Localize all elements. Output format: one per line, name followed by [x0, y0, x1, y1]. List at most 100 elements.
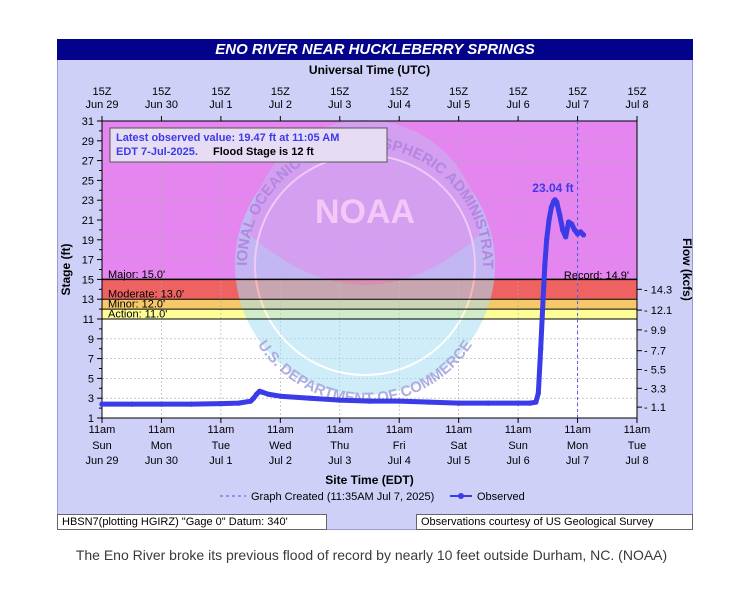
- threshold-label-minor: Minor: 12.0': [108, 299, 165, 311]
- annotation-line-1: Latest observed value: 19.47 ft at 11:05…: [116, 132, 339, 144]
- threshold-label-major: Major: 15.0': [108, 269, 165, 281]
- observations-credit-footer: Observations courtesy of US Geological S…: [416, 514, 693, 530]
- bottom-x-tick-weekday: Mon: [151, 440, 172, 452]
- bottom-x-tick-date: Jul 1: [209, 455, 232, 467]
- watermark-noaa-text: NOAA: [315, 193, 415, 231]
- y-tick-label: 25: [82, 175, 94, 187]
- observed-point: [527, 400, 533, 406]
- top-x-tick-date: Jun 30: [145, 99, 178, 111]
- top-x-tick-label: 15Z: [93, 86, 112, 98]
- y-tick-label: 1: [88, 413, 94, 425]
- top-x-tick-date: Jul 5: [447, 99, 470, 111]
- y2-axis-title: Flow (kcfs): [680, 238, 694, 301]
- y-tick-label: 7: [88, 354, 94, 366]
- top-x-tick-date: Jul 2: [269, 99, 292, 111]
- bottom-x-tick-weekday: Mon: [567, 440, 588, 452]
- y-tick-label: 27: [82, 156, 94, 168]
- observed-point: [396, 398, 402, 404]
- bottom-x-tick-label: 11am: [386, 424, 413, 436]
- y2-tick-label: - 9.9: [644, 325, 666, 337]
- y-tick-label: 17: [82, 255, 94, 267]
- bottom-x-tick-date: Jun 29: [85, 455, 118, 467]
- observed-point: [563, 234, 569, 240]
- threshold-label-moderate: Moderate: 13.0': [108, 289, 184, 301]
- image-caption: The Eno River broke its previous flood o…: [75, 547, 668, 563]
- bottom-x-tick-weekday: Sat: [450, 440, 467, 452]
- observed-point: [188, 401, 194, 407]
- annotation-box: [109, 127, 388, 163]
- bottom-x-tick-label: 11am: [208, 424, 235, 436]
- y-tick-label: 23: [82, 195, 94, 207]
- observed-point: [307, 395, 313, 401]
- observed-point: [426, 399, 432, 405]
- bottom-x-tick-label: 11am: [505, 424, 532, 436]
- observed-point: [158, 401, 165, 407]
- annotation-line-2a: EDT 7-Jul-2025.: [116, 146, 198, 158]
- legend-observed-marker: [458, 493, 464, 499]
- y2-tick-label: - 1.1: [644, 402, 666, 414]
- bottom-x-tick-date: Jul 4: [388, 455, 411, 467]
- chart-title: ENO RIVER NEAR HUCKLEBERRY SPRINGS: [57, 39, 693, 60]
- observed-point: [571, 227, 578, 233]
- annotation-line-2b: Flood Stage is 12 ft: [213, 146, 314, 158]
- legend: Graph Created (11:35AM Jul 7, 2025) Obser…: [220, 491, 525, 503]
- observed-point: [554, 199, 560, 205]
- top-x-tick-label: 15Z: [568, 86, 587, 98]
- observed-point: [366, 398, 373, 404]
- bottom-x-tick-date: Jul 3: [328, 455, 351, 467]
- bottom-x-tick-date: Jul 6: [506, 455, 529, 467]
- observed-point: [129, 401, 135, 407]
- top-x-tick-label: 15Z: [509, 86, 528, 98]
- top-x-tick-label: 15Z: [330, 86, 349, 98]
- observed-point: [236, 400, 242, 406]
- y2-tick-label: - 5.5: [644, 364, 666, 376]
- bottom-x-tick-weekday: Tue: [212, 440, 231, 452]
- observed-point: [265, 391, 272, 397]
- bottom-x-tick-weekday: Sun: [508, 440, 528, 452]
- top-x-tick-date: Jul 8: [625, 99, 648, 111]
- y-tick-label: 19: [82, 235, 94, 247]
- bottom-x-tick-weekday: Tue: [628, 440, 647, 452]
- y2-tick-label: - 14.3: [644, 284, 672, 296]
- bottom-x-tick-date: Jul 5: [447, 455, 470, 467]
- y-tick-label: 13: [82, 294, 94, 306]
- observed-point: [515, 400, 521, 406]
- y-axis-title: Stage (ft): [59, 244, 73, 296]
- observed-point: [99, 401, 105, 407]
- bottom-x-tick-weekday: Sun: [92, 440, 112, 452]
- y-tick-label: 31: [82, 116, 94, 128]
- bottom-x-tick-label: 11am: [445, 424, 472, 436]
- observed-point: [538, 346, 544, 352]
- top-x-tick-label: 15Z: [628, 86, 647, 98]
- top-x-tick-date: Jun 29: [85, 99, 118, 111]
- bottom-x-tick-date: Jul 8: [625, 455, 648, 467]
- x-axis-title: Site Time (EDT): [325, 473, 413, 487]
- legend-graph-created-label: Graph Created (11:35AM Jul 7, 2025): [251, 491, 434, 503]
- bottom-x-tick-date: Jul 2: [269, 455, 292, 467]
- bottom-x-tick-weekday: Fri: [393, 440, 406, 452]
- top-x-tick-label: 15Z: [449, 86, 468, 98]
- top-x-tick-label: 15Z: [271, 86, 290, 98]
- y-tick-label: 15: [82, 274, 94, 286]
- legend-observed-label: Observed: [477, 491, 525, 503]
- observed-point: [557, 212, 563, 218]
- bottom-x-tick-label: 11am: [326, 424, 353, 436]
- observed-point: [259, 389, 266, 395]
- top-x-tick-label: 15Z: [211, 86, 230, 98]
- y2-tick-label: - 12.1: [644, 305, 672, 317]
- top-axis-title: Universal Time (UTC): [309, 63, 430, 77]
- top-x-tick-date: Jul 3: [328, 99, 351, 111]
- y2-tick-label: - 3.3: [644, 383, 666, 395]
- observed-point: [250, 395, 257, 401]
- observed-point: [569, 221, 575, 227]
- observed-point: [548, 204, 555, 210]
- top-x-tick-date: Jul 7: [566, 99, 589, 111]
- bottom-x-tick-date: Jul 7: [566, 455, 589, 467]
- peak-label: 23.04 ft: [532, 181, 573, 195]
- top-x-tick-label: 15Z: [390, 86, 409, 98]
- observed-point: [560, 227, 566, 233]
- datum-footer: HBSN7(plotting HGIRZ) "Gage 0" Datum: 34…: [57, 514, 327, 530]
- bottom-x-tick-date: Jun 30: [145, 455, 178, 467]
- bottom-x-tick-label: 11am: [267, 424, 294, 436]
